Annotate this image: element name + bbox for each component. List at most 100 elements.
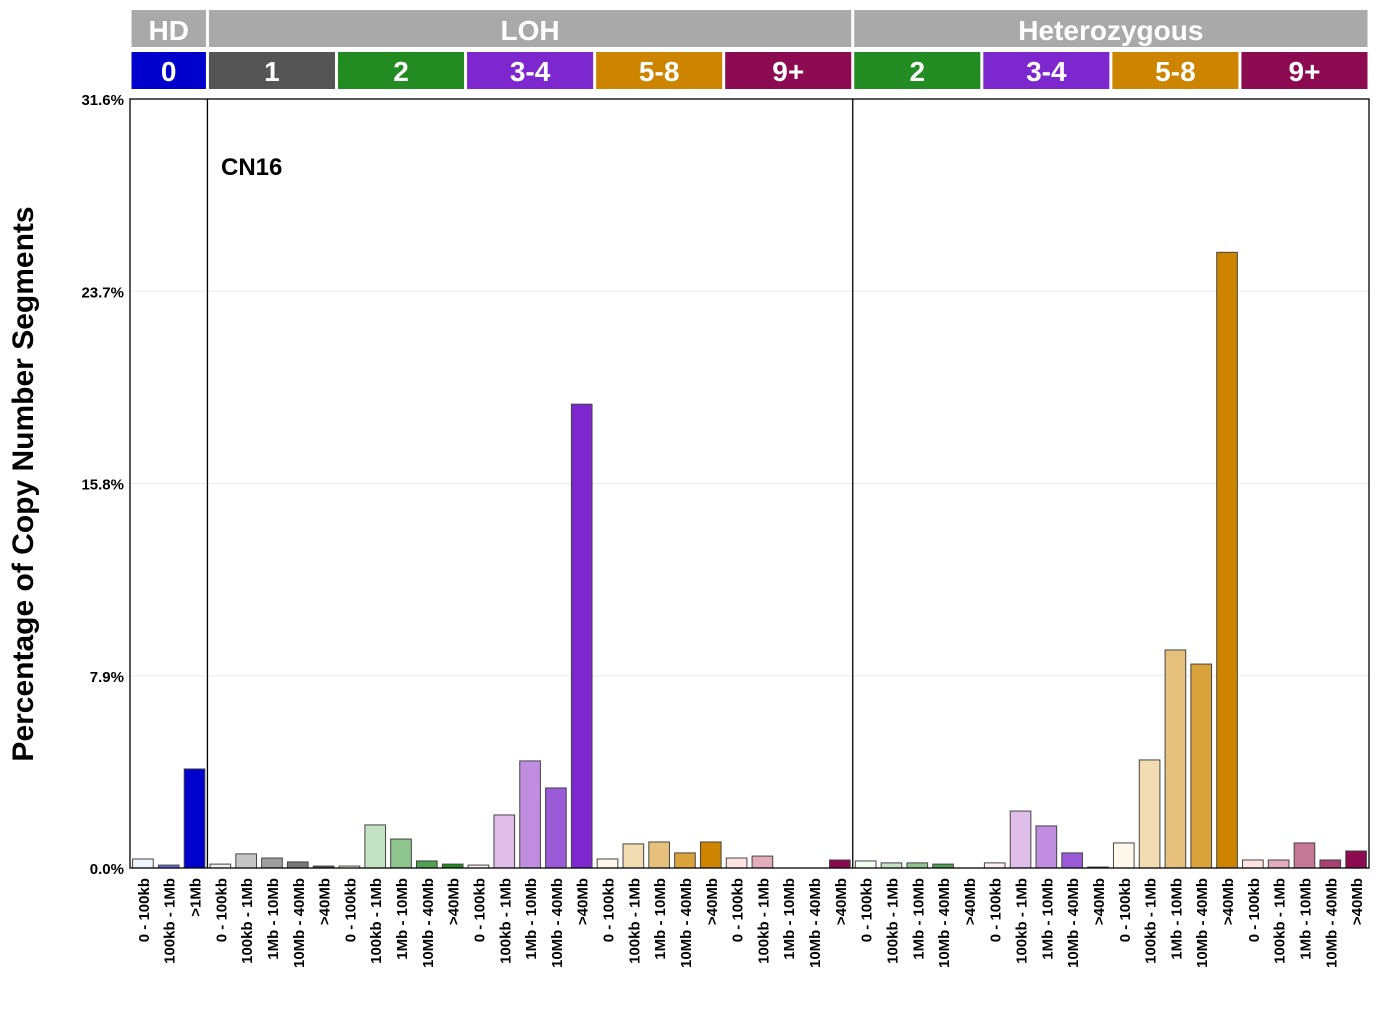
x-tick-label: 0 - 100kb	[988, 878, 1005, 942]
bar	[1242, 859, 1264, 869]
bar	[1035, 825, 1058, 869]
x-tick-label: 100kb - 1Mb	[884, 878, 901, 964]
facet-strips: 0 1 2 3-4 5-8 9+ 2 3-4 5-8 9+ HD LOH Heterozygous	[131, 10, 1368, 89]
bar	[286, 861, 309, 869]
x-tick-label: 100kb - 1Mb	[755, 878, 772, 964]
bar	[1190, 663, 1213, 869]
bar	[906, 862, 929, 869]
group-strip	[1112, 52, 1239, 89]
y-axis-title: Percentage of Copy Number Segments	[7, 206, 40, 761]
x-tick-label: 0 - 100kb	[1117, 878, 1134, 942]
group-strip	[467, 52, 594, 89]
bar	[880, 862, 903, 869]
x-tick-label: 0 - 100kb	[730, 878, 747, 942]
group-strip-label: 5-8	[639, 56, 679, 87]
bar	[1267, 859, 1290, 869]
x-axis-ticks: 0 - 100kb 100kb - 1Mb >1Mb 0 - 100kb 100kb -…	[136, 878, 1366, 968]
bar	[364, 824, 387, 869]
x-tick-label: 100kb - 1Mb	[626, 878, 643, 964]
x-tick-label: 10Mb - 40Mb	[1323, 878, 1340, 968]
x-tick-label: 100kb - 1Mb	[1143, 878, 1160, 964]
group-strip-label: 3-4	[510, 56, 551, 87]
group-strip-label: 9+	[772, 56, 804, 87]
x-tick-label: >40Mb	[575, 878, 592, 925]
bar	[1293, 842, 1316, 869]
bar	[493, 814, 516, 869]
bar	[545, 787, 567, 869]
group-strip-label: 3-4	[1026, 56, 1067, 87]
section-strip	[131, 10, 206, 47]
x-tick-label: >40Mb	[446, 878, 463, 925]
section-strip-label: Heterozygous	[1018, 15, 1203, 46]
annotation-label: CN16	[221, 154, 282, 181]
group-strip	[1241, 52, 1368, 89]
x-tick-label: 100kb - 1Mb	[239, 878, 256, 964]
x-tick-label: 0 - 100kb	[859, 878, 876, 942]
bar	[390, 838, 412, 869]
x-tick-label: >40Mb	[317, 878, 334, 925]
group-strip	[854, 52, 981, 89]
group-strip-label: 2	[393, 56, 409, 87]
y-axis-ticks: 0.0% 7.9% 15.8% 23.7% 31.6%	[81, 92, 124, 878]
x-tick-label: 100kb - 1Mb	[162, 878, 179, 964]
x-tick-label: 100kb - 1Mb	[497, 878, 514, 964]
x-tick-label: 1Mb - 10Mb	[910, 878, 927, 960]
bars	[132, 251, 1367, 869]
x-tick-label: >40Mb	[962, 878, 979, 925]
bar	[829, 859, 851, 869]
bar	[1319, 859, 1342, 869]
x-tick-label: 10Mb - 40Mb	[1065, 878, 1082, 968]
y-tick-label: 7.9%	[90, 669, 124, 686]
group-strip	[725, 52, 852, 89]
x-tick-label: 10Mb - 40Mb	[807, 878, 824, 968]
bar	[854, 860, 877, 869]
bar	[261, 857, 283, 869]
x-tick-label: 10Mb - 40Mb	[936, 878, 953, 968]
bar	[699, 841, 722, 869]
x-tick-label: >40Mb	[1220, 878, 1237, 925]
x-tick-label: 1Mb - 10Mb	[781, 878, 798, 960]
x-tick-label: 10Mb - 40Mb	[420, 878, 437, 968]
bar	[1216, 251, 1238, 869]
group-strip	[596, 52, 723, 89]
x-tick-label: 0 - 100kb	[1246, 878, 1263, 942]
x-tick-label: 1Mb - 10Mb	[265, 878, 282, 960]
bar	[983, 862, 1006, 869]
section-strip	[208, 10, 852, 47]
bar	[674, 852, 696, 869]
group-strip-label: 0	[161, 56, 177, 87]
y-tick-label: 23.7%	[81, 284, 124, 301]
bar	[1112, 842, 1135, 869]
y-tick-label: 31.6%	[81, 92, 124, 109]
x-tick-label: 10Mb - 40Mb	[291, 878, 308, 968]
group-strip	[208, 52, 335, 89]
plot-frame	[129, 98, 1370, 869]
bar	[1164, 649, 1187, 869]
group-strip-label: 9+	[1289, 56, 1321, 87]
bar	[1061, 852, 1083, 869]
x-tick-label: >40Mb	[1091, 878, 1108, 925]
x-tick-label: 10Mb - 40Mb	[549, 878, 566, 968]
x-tick-label: 100kb - 1Mb	[368, 878, 385, 964]
x-tick-label: >40Mb	[704, 878, 721, 925]
y-tick-label: 15.8%	[81, 477, 124, 494]
x-tick-label: 0 - 100kb	[136, 878, 153, 942]
group-strip	[983, 52, 1110, 89]
x-tick-label: 1Mb - 10Mb	[652, 878, 669, 960]
bar	[751, 855, 774, 869]
x-tick-label: 1Mb - 10Mb	[1297, 878, 1314, 960]
bar	[183, 768, 206, 869]
bar	[235, 853, 257, 869]
x-tick-label: 0 - 100kb	[471, 878, 488, 942]
bar	[1009, 810, 1032, 869]
bar	[570, 403, 593, 869]
x-tick-label: 100kb - 1Mb	[1272, 878, 1289, 964]
group-strip-label: 5-8	[1155, 56, 1195, 87]
bar	[596, 858, 619, 869]
x-tick-label: >40Mb	[1349, 878, 1366, 925]
bar	[725, 857, 748, 869]
section-strip-label: LOH	[501, 15, 560, 46]
group-strip-label: 1	[264, 56, 280, 87]
group-strip-label: 2	[909, 56, 925, 87]
